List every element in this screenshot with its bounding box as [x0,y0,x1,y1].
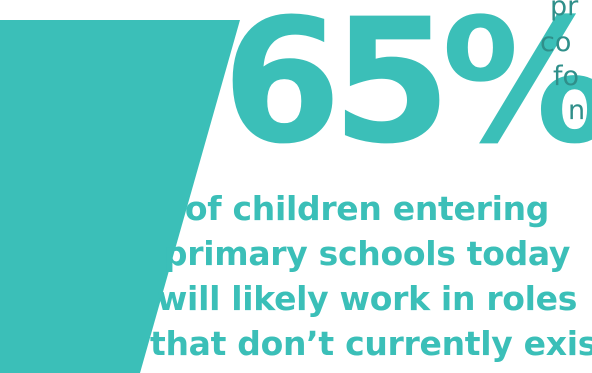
statistic-caption: of children entering primary schools tod… [150,186,592,366]
caption-line-2: primary schools today [163,234,571,273]
caption-line-3: will likely work in roles [156,279,578,318]
caption-line-4: that don’t currently exist [150,324,592,363]
caption-line-1: of children entering [184,189,550,228]
big-percentage: 65% [222,0,592,182]
